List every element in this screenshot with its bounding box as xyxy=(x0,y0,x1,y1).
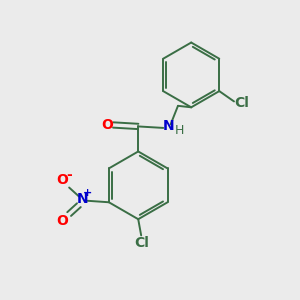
Text: +: + xyxy=(83,188,92,198)
Text: H: H xyxy=(175,124,184,137)
Text: O: O xyxy=(101,118,113,132)
Text: O: O xyxy=(57,214,69,228)
Text: Cl: Cl xyxy=(234,96,249,110)
Text: N: N xyxy=(76,192,88,206)
Text: O: O xyxy=(57,173,69,187)
Text: Cl: Cl xyxy=(134,236,149,250)
Text: -: - xyxy=(66,168,72,182)
Text: N: N xyxy=(163,119,174,134)
